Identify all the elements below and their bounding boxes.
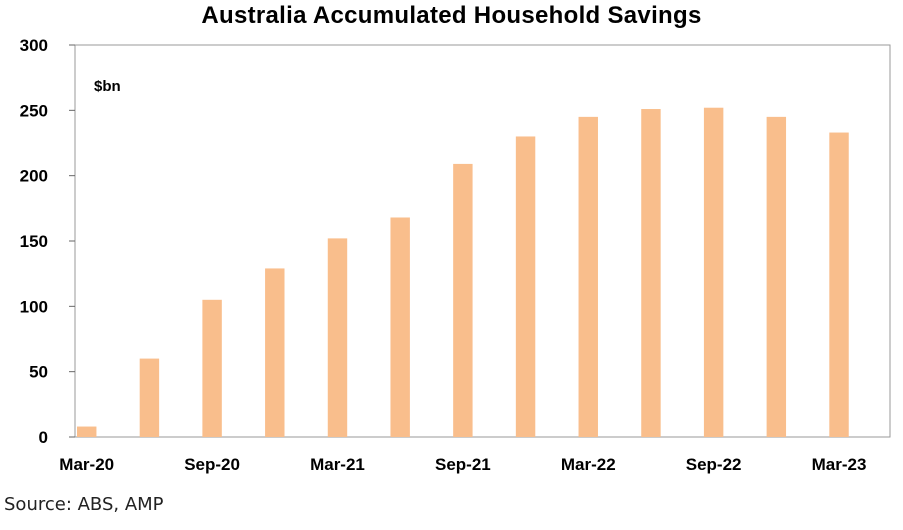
bar [139, 358, 160, 437]
bar [578, 116, 598, 437]
bar [829, 132, 849, 437]
x-tick-label: Mar-22 [561, 455, 616, 474]
bar [265, 268, 285, 437]
y-tick-label: 300 [20, 36, 48, 55]
bar [202, 299, 222, 437]
x-tick-label: Sep-21 [435, 455, 491, 474]
bar [327, 238, 348, 437]
bar [515, 136, 536, 437]
bar [766, 116, 787, 437]
y-tick-label: 200 [20, 167, 48, 186]
y-tick-label: 50 [29, 363, 48, 382]
y-tick-label: 150 [20, 232, 48, 251]
source-note: Source: ABS, AMP [4, 494, 164, 515]
x-tick-label: Sep-22 [686, 455, 742, 474]
x-axis: Mar-20 Sep-20 Mar-21 Sep-21 Mar-22 Sep-22 Mar-… [59, 455, 866, 474]
bar-series [77, 107, 849, 437]
chart-title: Australia Accumulated Household Savings [201, 2, 702, 29]
bar [77, 426, 97, 437]
unit-label: $bn [94, 78, 121, 95]
x-tick-label: Mar-21 [310, 455, 365, 474]
bar [703, 107, 724, 437]
bar [453, 163, 473, 437]
y-tick-label: 100 [20, 297, 48, 316]
bar [641, 109, 661, 437]
bar-chart: 0 50 100 150 200 250 300 Mar-20 Sep-20 Mar-21 Sep… [20, 36, 891, 474]
x-tick-label: Mar-23 [812, 455, 867, 474]
x-tick-label: Mar-20 [59, 455, 114, 474]
y-axis: 0 50 100 150 200 250 300 [20, 36, 75, 447]
y-tick-label: 250 [20, 101, 48, 120]
bar [390, 217, 410, 437]
x-tick-label: Sep-20 [184, 455, 240, 474]
y-tick-label: 0 [39, 428, 48, 447]
